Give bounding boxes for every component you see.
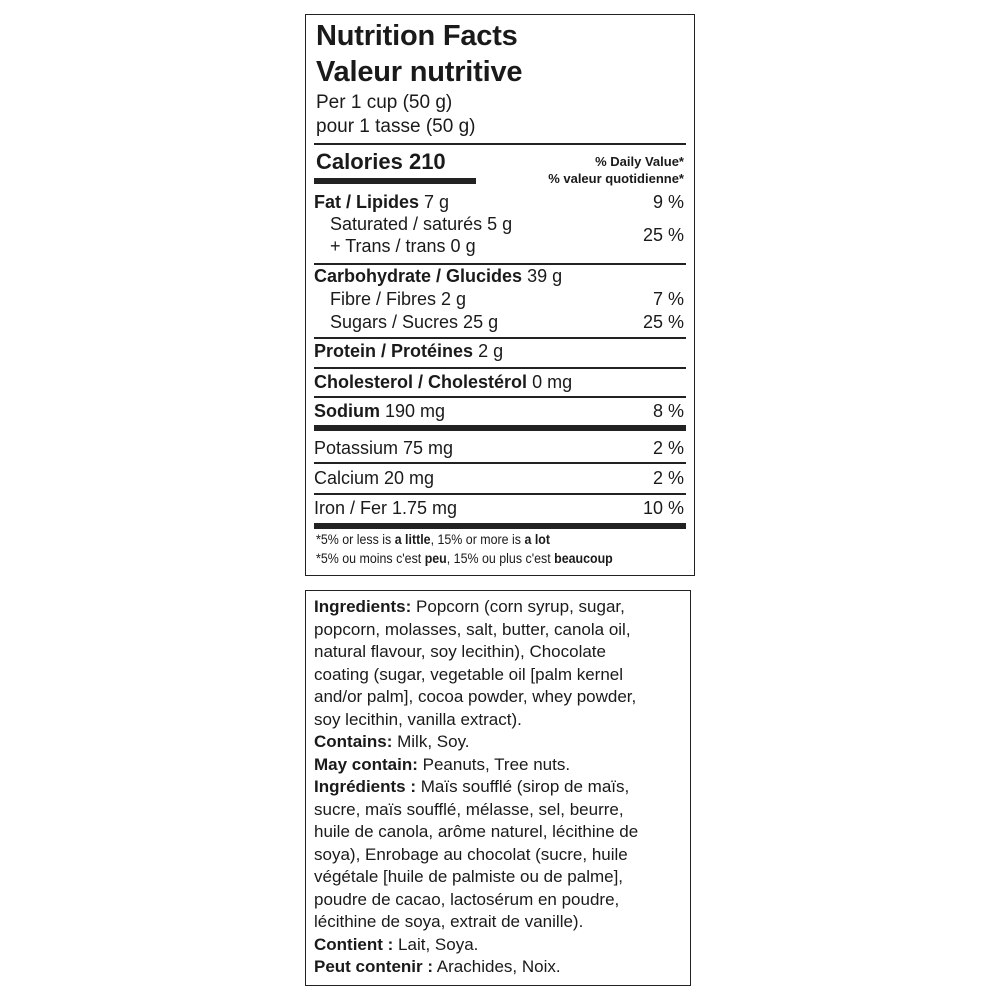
divider (314, 143, 686, 145)
calories-value: 210 (408, 149, 446, 174)
nutrient-label: Sodium 190 mg (314, 401, 446, 421)
title-fr: Valeur nutritive (316, 56, 523, 88)
nutrient-label: Calcium 20 mg (314, 468, 435, 488)
ingredients-panel: Ingredients: Popcorn (corn syrup, sugar,… (305, 590, 691, 986)
thick-divider (314, 425, 686, 431)
nutrient-daily-value: 25 % (642, 312, 684, 332)
nutrient-label: Sugars / Sucres 25 g (330, 312, 499, 332)
divider (314, 462, 686, 464)
nutrient-label: + Trans / trans 0 g (330, 236, 476, 256)
divider (314, 367, 686, 369)
ingredients-line: soya), Enrobage au chocolat (sucre, huil… (314, 844, 628, 864)
footnote-en: *5% or less is a little, 15% or more is … (316, 532, 551, 547)
nutrient-row: Carbohydrate / Glucides 39 g (314, 265, 684, 287)
divider (314, 396, 686, 398)
nutrient-row: Sugars / Sucres 25 g 25 % (314, 311, 684, 333)
calories-label: Calories (316, 149, 403, 174)
ingredients-line: Contains: Milk, Soy. (314, 732, 470, 751)
ingredients-line: coating (sugar, vegetable oil [palm kern… (314, 664, 624, 684)
divider (314, 337, 686, 339)
serving-size-fr: pour 1 tasse (50 g) (316, 116, 476, 137)
nutrient-row: Fat / Lipides 7 g 9 % (314, 191, 684, 213)
nutrient-daily-value: 2 % (652, 438, 684, 458)
nutrient-daily-value: 9 % (652, 192, 684, 212)
nutrient-daily-value: 7 % (652, 289, 684, 309)
ingredients-line: natural flavour, soy lecithin), Chocolat… (314, 642, 606, 661)
ingredients-line: Contient : Lait, Soya. (314, 934, 479, 954)
ingredients-line: popcorn, molasses, salt, butter, canola … (314, 619, 631, 639)
nutrient-daily-value: 25 % (642, 225, 684, 245)
nutrient-row: Saturated / saturés 5 g (314, 213, 684, 235)
ingredients-line: and/or palm], cocoa powder, whey powder, (314, 687, 637, 706)
dv-header-en: % Daily Value* (595, 154, 684, 169)
nutrient-row: Protein / Protéines 2 g (314, 340, 684, 362)
footnote-fr: *5% ou moins c'est peu, 15% ou plus c'es… (316, 551, 613, 566)
calories: Calories 210 (316, 149, 446, 175)
ingredients-line: May contain: Peanuts, Tree nuts. (314, 754, 571, 774)
daily-value-header: % Daily Value* % valeur quotidienne* (548, 153, 684, 187)
dv-header-fr: % valeur quotidienne* (548, 171, 684, 186)
ingredients-line: végétale [huile de palmiste ou de palme]… (314, 867, 624, 886)
nutrient-daily-value: 2 % (652, 468, 684, 488)
ingredients-line: Peut contenir : Arachides, Noix. (314, 957, 561, 976)
nutrient-label: Iron / Fer 1.75 mg (314, 498, 458, 518)
ingredients-line: sucre, maïs soufflé, mélasse, sel, beurr… (314, 799, 624, 819)
nutrition-facts-table: Nutrition Facts Valeur nutritive Per 1 c… (305, 14, 695, 576)
nutrient-label: Saturated / saturés 5 g (330, 214, 513, 234)
divider (314, 263, 686, 265)
nutrient-label: Carbohydrate / Glucides 39 g (314, 266, 563, 286)
nutrient-label: Fibre / Fibres 2 g (330, 289, 467, 309)
nutrient-row: + Trans / trans 0 g 25 % (314, 225, 684, 257)
nutrient-label: Protein / Protéines 2 g (314, 341, 504, 361)
ingredients-line: poudre de cacao, lactosérum en poudre, (314, 889, 620, 909)
ingredients-line: Ingredients: Popcorn (corn syrup, sugar, (314, 597, 625, 616)
nutrient-row: Fibre / Fibres 2 g 7 % (314, 288, 684, 310)
nutrient-row: Potassium 75 mg 2 % (314, 437, 684, 459)
nutrient-row: Sodium 190 mg 8 % (314, 400, 684, 422)
nutrient-daily-value: 10 % (642, 498, 684, 518)
divider (314, 493, 686, 495)
nutrient-row: Iron / Fer 1.75 mg 10 % (314, 497, 684, 519)
nutrient-row: Cholesterol / Cholestérol 0 mg (314, 371, 684, 393)
calories-bar (314, 178, 476, 184)
title-en: Nutrition Facts (316, 20, 518, 52)
ingredients-line: Ingrédients : Maïs soufflé (sirop de maï… (314, 777, 630, 796)
nutrient-label: Cholesterol / Cholestérol 0 mg (314, 372, 573, 392)
nutrient-label: Potassium 75 mg (314, 438, 454, 458)
nutrient-daily-value: 8 % (652, 401, 684, 421)
thick-divider (314, 523, 686, 529)
ingredients-line: lécithine de soya, extrait de vanille). (314, 912, 584, 931)
ingredients-line: huile de canola, arôme naturel, lécithin… (314, 822, 639, 841)
nutrient-row: Calcium 20 mg 2 % (314, 467, 684, 489)
ingredients-line: soy lecithin, vanilla extract). (314, 709, 522, 729)
serving-size-en: Per 1 cup (50 g) (316, 92, 453, 113)
nutrient-label: Fat / Lipides 7 g (314, 192, 450, 212)
